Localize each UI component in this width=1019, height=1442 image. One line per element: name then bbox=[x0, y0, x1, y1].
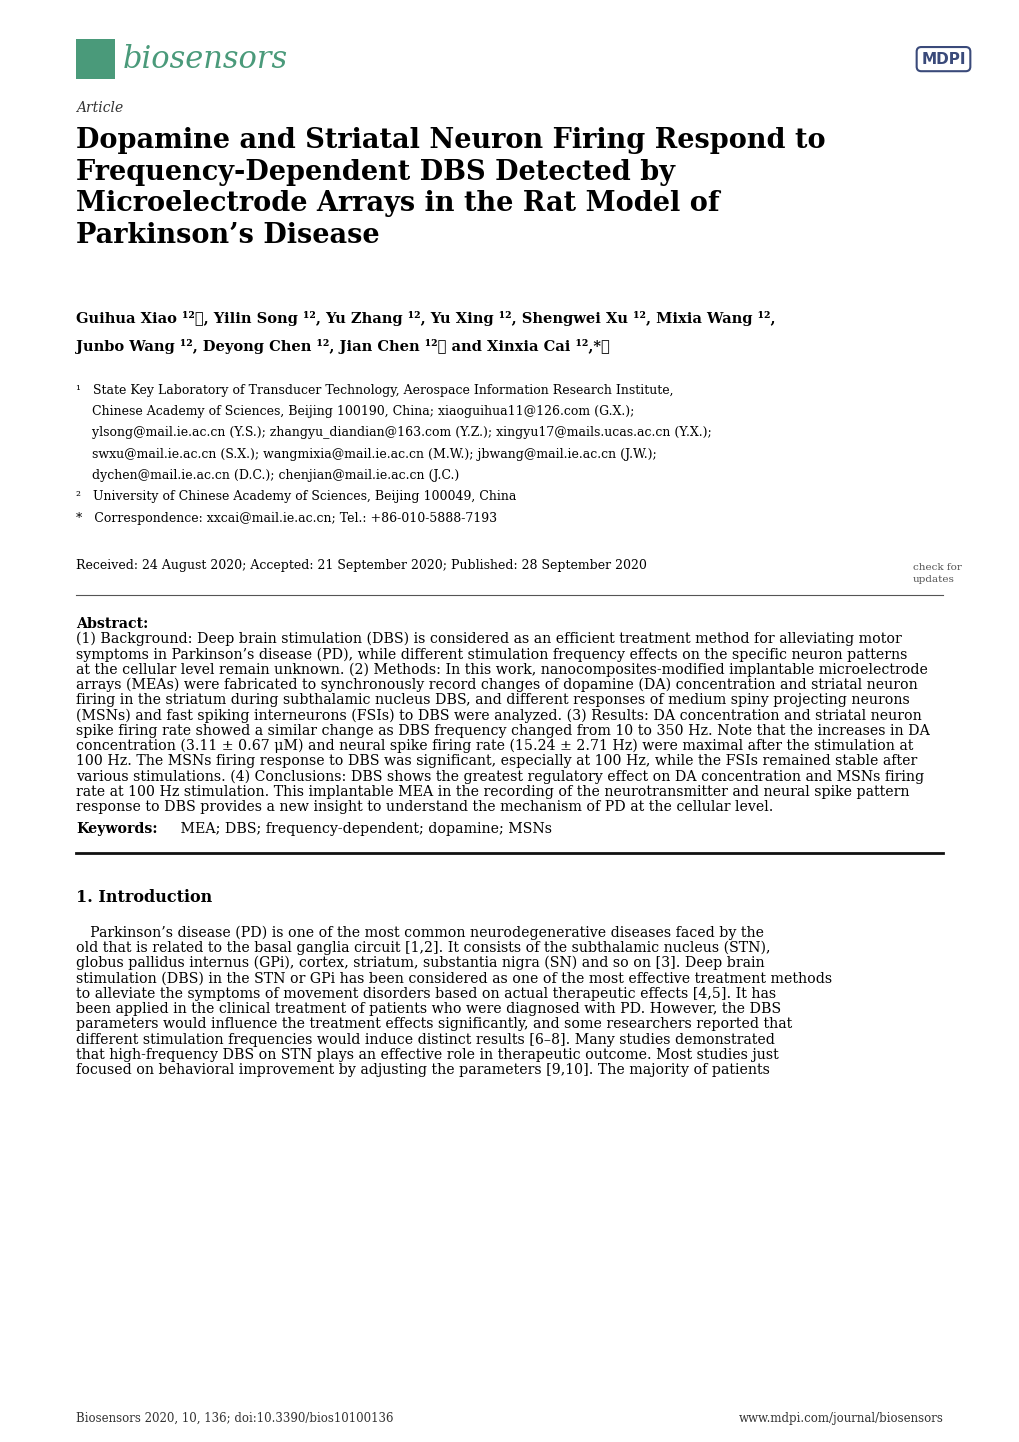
Text: concentration (3.11 ± 0.67 μM) and neural spike firing rate (15.24 ± 2.71 Hz) we: concentration (3.11 ± 0.67 μM) and neura… bbox=[76, 738, 913, 753]
Text: dychen@mail.ie.ac.cn (D.C.); chenjian@mail.ie.ac.cn (J.C.): dychen@mail.ie.ac.cn (D.C.); chenjian@ma… bbox=[76, 469, 460, 482]
Text: www.mdpi.com/journal/biosensors: www.mdpi.com/journal/biosensors bbox=[738, 1412, 943, 1425]
Text: various stimulations. (4) Conclusions: DBS shows the greatest regulatory effect : various stimulations. (4) Conclusions: D… bbox=[76, 770, 923, 784]
Text: arrays (MEAs) were fabricated to synchronously record changes of dopamine (DA) c: arrays (MEAs) were fabricated to synchro… bbox=[76, 678, 917, 692]
Text: old that is related to the basal ganglia circuit [1,2]. It consists of the subth: old that is related to the basal ganglia… bbox=[76, 940, 770, 955]
Text: rate at 100 Hz stimulation. This implantable MEA in the recording of the neurotr: rate at 100 Hz stimulation. This implant… bbox=[76, 784, 909, 799]
Text: Keywords:: Keywords: bbox=[76, 822, 158, 835]
Text: globus pallidus internus (GPi), cortex, striatum, substantia nigra (SN) and so o: globus pallidus internus (GPi), cortex, … bbox=[76, 956, 764, 970]
Text: spike firing rate showed a similar change as DBS frequency changed from 10 to 35: spike firing rate showed a similar chang… bbox=[76, 724, 929, 738]
Text: Biosensors 2020, 10, 136; doi:10.3390/bios10100136: Biosensors 2020, 10, 136; doi:10.3390/bi… bbox=[76, 1412, 393, 1425]
Text: parameters would influence the treatment effects significantly, and some researc: parameters would influence the treatment… bbox=[76, 1017, 792, 1031]
Text: that high-frequency DBS on STN plays an effective role in therapeutic outcome. M: that high-frequency DBS on STN plays an … bbox=[76, 1048, 779, 1061]
Text: ¹   State Key Laboratory of Transducer Technology, Aerospace Information Researc: ¹ State Key Laboratory of Transducer Tec… bbox=[76, 384, 674, 397]
Text: biosensors: biosensors bbox=[122, 43, 287, 75]
Text: (1) Background: Deep brain stimulation (DBS) is considered as an efficient treat: (1) Background: Deep brain stimulation (… bbox=[76, 632, 902, 646]
Text: Parkinson’s disease (PD) is one of the most common neurodegenerative diseases fa: Parkinson’s disease (PD) is one of the m… bbox=[76, 926, 764, 940]
Text: response to DBS provides a new insight to understand the mechanism of PD at the : response to DBS provides a new insight t… bbox=[76, 800, 773, 815]
Text: Guihua Xiao ¹²ⓘ, Yilin Song ¹², Yu Zhang ¹², Yu Xing ¹², Shengwei Xu ¹², Mixia W: Guihua Xiao ¹²ⓘ, Yilin Song ¹², Yu Zhang… bbox=[76, 311, 775, 326]
Text: Article: Article bbox=[76, 101, 123, 115]
Text: 1. Introduction: 1. Introduction bbox=[76, 890, 213, 907]
Text: Chinese Academy of Sciences, Beijing 100190, China; xiaoguihua11@126.com (G.X.);: Chinese Academy of Sciences, Beijing 100… bbox=[76, 405, 634, 418]
Text: different stimulation frequencies would induce distinct results [6–8]. Many stud: different stimulation frequencies would … bbox=[76, 1032, 774, 1047]
Text: MDPI: MDPI bbox=[920, 52, 965, 66]
Text: *   Correspondence: xxcai@mail.ie.ac.cn; Tel.: +86-010-5888-7193: * Correspondence: xxcai@mail.ie.ac.cn; T… bbox=[76, 512, 497, 525]
Text: 100 Hz. The MSNs firing response to DBS was significant, especially at 100 Hz, w: 100 Hz. The MSNs firing response to DBS … bbox=[76, 754, 917, 769]
Text: check for
updates: check for updates bbox=[912, 564, 961, 584]
Text: been applied in the clinical treatment of patients who were diagnosed with PD. H: been applied in the clinical treatment o… bbox=[76, 1002, 781, 1017]
Text: swxu@mail.ie.ac.cn (S.X.); wangmixia@mail.ie.ac.cn (M.W.); jbwang@mail.ie.ac.cn : swxu@mail.ie.ac.cn (S.X.); wangmixia@mai… bbox=[76, 447, 656, 460]
Text: Abstract:: Abstract: bbox=[76, 617, 149, 630]
Text: ylsong@mail.ie.ac.cn (Y.S.); zhangyu_diandian@163.com (Y.Z.); xingyu17@mails.uca: ylsong@mail.ie.ac.cn (Y.S.); zhangyu_dia… bbox=[76, 427, 711, 440]
Text: ²   University of Chinese Academy of Sciences, Beijing 100049, China: ² University of Chinese Academy of Scien… bbox=[76, 490, 517, 503]
Text: Dopamine and Striatal Neuron Firing Respond to
Frequency-Dependent DBS Detected : Dopamine and Striatal Neuron Firing Resp… bbox=[76, 127, 825, 249]
Text: Junbo Wang ¹², Deyong Chen ¹², Jian Chen ¹²ⓘ and Xinxia Cai ¹²,*ⓘ: Junbo Wang ¹², Deyong Chen ¹², Jian Chen… bbox=[76, 339, 609, 353]
Text: at the cellular level remain unknown. (2) Methods: In this work, nanocomposites-: at the cellular level remain unknown. (2… bbox=[76, 662, 927, 676]
FancyBboxPatch shape bbox=[76, 39, 115, 79]
Text: symptoms in Parkinson’s disease (PD), while different stimulation frequency effe: symptoms in Parkinson’s disease (PD), wh… bbox=[76, 647, 907, 662]
Text: focused on behavioral improvement by adjusting the parameters [9,10]. The majori: focused on behavioral improvement by adj… bbox=[76, 1063, 769, 1077]
Text: firing in the striatum during subthalamic nucleus DBS, and different responses o: firing in the striatum during subthalami… bbox=[76, 694, 909, 707]
Text: to alleviate the symptoms of movement disorders based on actual therapeutic effe: to alleviate the symptoms of movement di… bbox=[76, 986, 775, 1001]
Text: (MSNs) and fast spiking interneurons (FSIs) to DBS were analyzed. (3) Results: D: (MSNs) and fast spiking interneurons (FS… bbox=[76, 708, 921, 722]
Text: Received: 24 August 2020; Accepted: 21 September 2020; Published: 28 September 2: Received: 24 August 2020; Accepted: 21 S… bbox=[76, 559, 647, 572]
Text: MEA; DBS; frequency-dependent; dopamine; MSNs: MEA; DBS; frequency-dependent; dopamine;… bbox=[176, 822, 552, 835]
Text: stimulation (DBS) in the STN or GPi has been considered as one of the most effec: stimulation (DBS) in the STN or GPi has … bbox=[76, 972, 832, 985]
